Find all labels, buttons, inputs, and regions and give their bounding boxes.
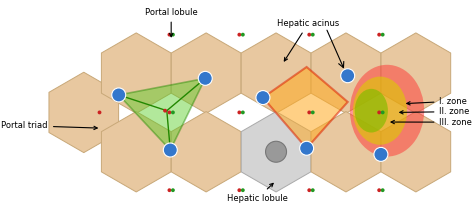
Circle shape xyxy=(171,33,175,37)
Circle shape xyxy=(241,33,245,37)
Circle shape xyxy=(112,88,126,102)
Circle shape xyxy=(167,188,171,192)
Circle shape xyxy=(311,33,315,37)
Polygon shape xyxy=(241,111,311,192)
Circle shape xyxy=(307,110,311,114)
Circle shape xyxy=(381,33,384,37)
Polygon shape xyxy=(381,33,451,113)
Circle shape xyxy=(237,33,241,37)
Ellipse shape xyxy=(355,89,388,132)
Circle shape xyxy=(381,188,384,192)
Circle shape xyxy=(241,110,245,114)
Ellipse shape xyxy=(353,77,407,145)
Text: II. zone: II. zone xyxy=(400,107,470,116)
Circle shape xyxy=(341,69,355,83)
Circle shape xyxy=(241,188,245,192)
Text: I. zone: I. zone xyxy=(407,97,467,106)
Polygon shape xyxy=(119,78,205,150)
Ellipse shape xyxy=(350,65,424,157)
Polygon shape xyxy=(171,111,241,192)
Circle shape xyxy=(171,188,175,192)
Text: Portal triad: Portal triad xyxy=(1,121,97,130)
Polygon shape xyxy=(241,33,311,113)
Polygon shape xyxy=(101,111,171,192)
Polygon shape xyxy=(49,72,118,153)
Text: Portal lobule: Portal lobule xyxy=(145,7,198,37)
Circle shape xyxy=(163,109,167,113)
Circle shape xyxy=(307,188,311,192)
Circle shape xyxy=(377,110,381,114)
Circle shape xyxy=(167,33,171,37)
Circle shape xyxy=(198,71,212,85)
Circle shape xyxy=(381,110,384,114)
Circle shape xyxy=(377,33,381,37)
Circle shape xyxy=(377,188,381,192)
Polygon shape xyxy=(263,67,348,148)
Circle shape xyxy=(256,91,270,105)
Polygon shape xyxy=(171,33,241,113)
Polygon shape xyxy=(101,33,171,113)
Circle shape xyxy=(167,110,171,114)
Circle shape xyxy=(300,141,314,155)
Circle shape xyxy=(171,110,175,114)
Circle shape xyxy=(374,147,388,161)
Polygon shape xyxy=(311,111,381,192)
Circle shape xyxy=(237,110,241,114)
Text: III. zone: III. zone xyxy=(391,118,473,127)
Text: Hepatic acinus: Hepatic acinus xyxy=(277,19,339,61)
Text: Hepatic lobule: Hepatic lobule xyxy=(227,183,288,203)
Circle shape xyxy=(307,33,311,37)
Polygon shape xyxy=(381,111,451,192)
Circle shape xyxy=(311,188,315,192)
Circle shape xyxy=(98,110,101,114)
Circle shape xyxy=(237,188,241,192)
Circle shape xyxy=(311,110,315,114)
Polygon shape xyxy=(311,33,381,113)
Circle shape xyxy=(164,143,177,157)
Circle shape xyxy=(265,141,286,162)
